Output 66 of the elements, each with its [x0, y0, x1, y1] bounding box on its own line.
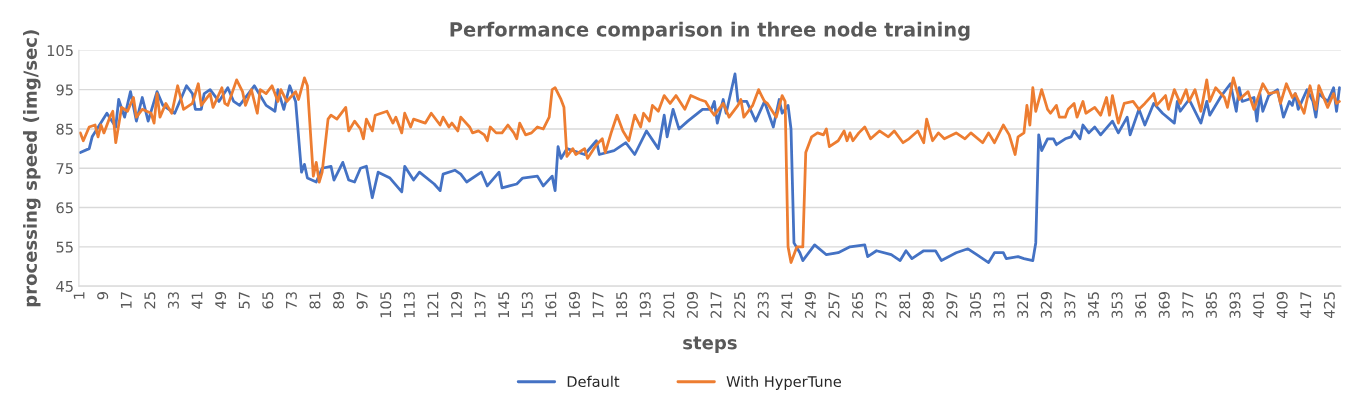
- x-tick-label: 9: [97, 292, 109, 300]
- x-axis-title: steps: [683, 336, 737, 353]
- x-tick-label: 233: [757, 292, 769, 318]
- x-tick-label: 401: [1253, 292, 1265, 319]
- x-tick-label: 345: [1087, 292, 1099, 318]
- x-tick-label: 89: [333, 292, 345, 309]
- x-tick-label: 289: [922, 292, 934, 318]
- y-tick-label: 55: [56, 241, 73, 253]
- x-tick-label: 409: [1276, 292, 1288, 319]
- x-tick-label: 225: [734, 292, 746, 318]
- chart-title: Performance comparison in three node training: [450, 21, 970, 41]
- x-tick-label: 177: [592, 292, 604, 318]
- x-tick-label: 193: [639, 292, 651, 318]
- y-axis-title: processing speed (img/sec): [23, 30, 41, 307]
- x-tick-label: 161: [545, 292, 557, 318]
- x-tick-label: 65: [262, 292, 274, 309]
- x-tick-label: 361: [1135, 292, 1147, 318]
- x-tick-label: 17: [120, 292, 132, 308]
- x-tick-label: 337: [1064, 292, 1076, 318]
- x-tick-label: 257: [828, 292, 840, 318]
- x-tick-label: 153: [521, 292, 533, 318]
- x-tick-label: 41: [191, 292, 203, 309]
- x-tick-label: 57: [238, 292, 250, 309]
- x-tick-label: 105: [380, 292, 392, 318]
- x-tick-label: 81: [309, 292, 321, 309]
- x-tick-label: 217: [710, 292, 722, 318]
- x-tick-label: 209: [686, 292, 698, 318]
- x-tick-label: 121: [427, 292, 439, 318]
- x-tick-label: 417: [1300, 292, 1312, 319]
- x-tick-label: 393: [1229, 292, 1241, 318]
- x-tick-label: 281: [899, 292, 911, 318]
- x-tick-label: 385: [1205, 292, 1217, 318]
- x-tick-label: 369: [1158, 292, 1170, 318]
- x-tick-label: 353: [1111, 292, 1123, 318]
- x-tick-label: 97: [356, 292, 368, 309]
- x-tick-label: 329: [1040, 292, 1052, 318]
- legend-label: Default: [567, 375, 620, 388]
- x-tick-label: 49: [215, 292, 227, 309]
- x-tick-label: 201: [663, 292, 675, 318]
- y-tick-label: 95: [56, 84, 73, 96]
- x-tick-label: 129: [451, 292, 463, 318]
- x-tick-label: 185: [616, 292, 628, 318]
- x-tick-label: 113: [403, 292, 415, 318]
- x-tick-label: 73: [285, 292, 297, 309]
- x-tick-label: 1: [73, 292, 85, 299]
- y-tick-label: 75: [56, 163, 73, 174]
- x-tick-label: 265: [852, 292, 864, 318]
- x-tick-label: 137: [474, 292, 486, 318]
- x-tick-label: 377: [1182, 292, 1194, 318]
- y-tick-label: 85: [56, 123, 73, 135]
- x-tick-label: 297: [946, 292, 958, 318]
- x-tick-label: 169: [568, 292, 580, 318]
- x-tick-label: 25: [144, 292, 156, 309]
- y-tick-label: 105: [47, 45, 73, 57]
- x-tick-label: 145: [498, 292, 510, 318]
- x-tick-label: 33: [167, 292, 179, 309]
- x-tick-label: 321: [1017, 292, 1029, 318]
- x-tick-label: 249: [804, 292, 816, 318]
- x-tick-label: 425: [1323, 292, 1335, 319]
- legend-label: With HyperTune: [726, 375, 842, 390]
- y-tick-label: 45: [56, 281, 73, 292]
- y-tick-label: 65: [56, 202, 73, 214]
- x-tick-label: 241: [781, 292, 793, 318]
- x-tick-label: 273: [875, 292, 887, 318]
- x-tick-label: 305: [969, 292, 982, 318]
- x-tick-label: 313: [993, 292, 1005, 318]
